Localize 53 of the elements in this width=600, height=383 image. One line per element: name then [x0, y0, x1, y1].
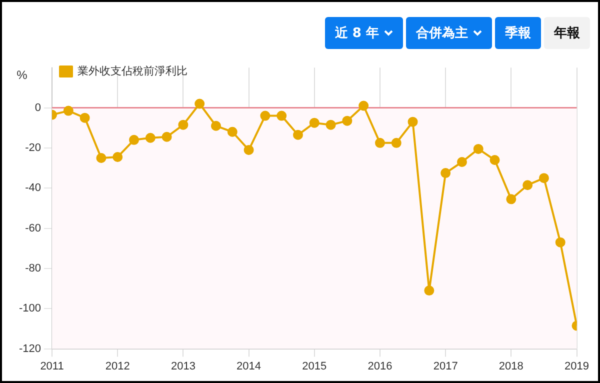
point	[456, 157, 467, 168]
point	[178, 120, 188, 130]
text: 近 8 年	[334, 25, 379, 42]
point	[358, 100, 369, 111]
x-tick-label: 2014	[236, 360, 262, 372]
point	[555, 237, 566, 248]
point	[342, 116, 352, 126]
text: 合併為主	[416, 24, 468, 42]
point	[227, 126, 238, 137]
point	[490, 154, 500, 165]
y-tick-label: -20	[25, 142, 42, 154]
y-tick-label: -120	[18, 342, 42, 355]
point	[211, 120, 221, 131]
point	[473, 144, 484, 154]
point	[440, 168, 451, 178]
y-tick-label: -100	[18, 302, 42, 315]
x-tick-label: 2018	[498, 360, 524, 372]
point	[309, 118, 320, 128]
x-tick-label: 2013	[170, 360, 196, 372]
point	[96, 152, 106, 163]
point	[80, 112, 90, 123]
point	[63, 106, 74, 116]
point	[292, 130, 303, 140]
x-tick-label: 2015	[302, 360, 327, 372]
y-tick-label: -80	[25, 262, 42, 274]
point	[162, 132, 172, 142]
text: 季報	[505, 24, 531, 42]
y-tick-label: 0	[34, 102, 42, 114]
x-tick-label: 2011	[40, 360, 64, 372]
point	[522, 180, 533, 190]
x-tick-label: 2017	[433, 360, 458, 372]
y-tick-label: -40	[25, 182, 42, 194]
point	[260, 110, 270, 121]
point	[244, 144, 254, 155]
text: 年報	[554, 25, 580, 42]
x-tick-label: 2019	[564, 360, 590, 372]
y-tick-label: -60	[25, 222, 42, 234]
point	[374, 138, 385, 148]
legend-label: 業外收支佔稅前淨利比	[78, 64, 188, 78]
point	[129, 134, 140, 145]
point	[391, 138, 402, 148]
point	[408, 116, 418, 127]
point	[538, 173, 549, 184]
point	[194, 98, 205, 109]
y-axis-title: %	[16, 68, 28, 82]
point	[112, 152, 123, 162]
point	[326, 120, 336, 130]
point	[276, 110, 287, 121]
point	[424, 286, 434, 296]
point	[145, 132, 156, 143]
x-tick-label: 2012	[105, 360, 130, 372]
point	[506, 194, 516, 204]
x-tick-label: 2016	[368, 360, 392, 372]
